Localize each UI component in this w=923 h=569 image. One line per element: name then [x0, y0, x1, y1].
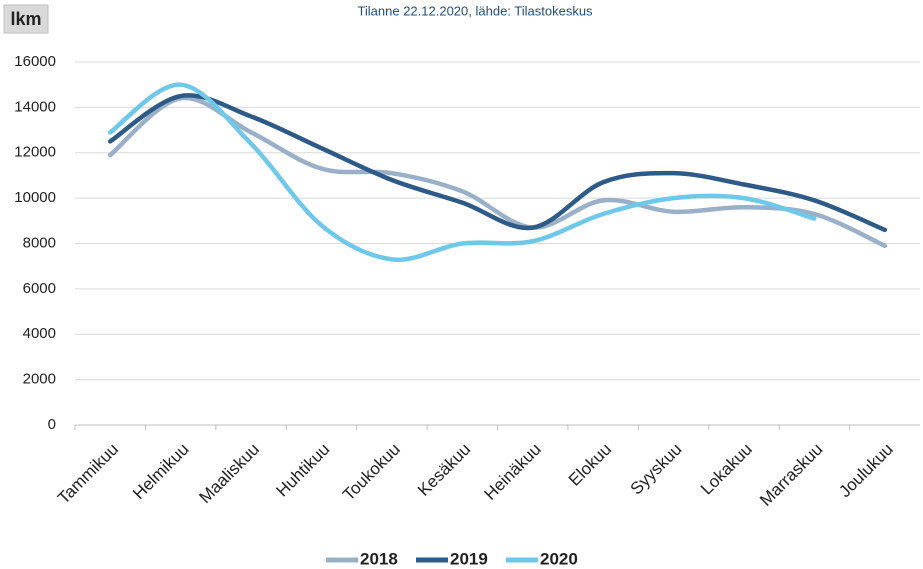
- x-tick-label: Heinäkuu: [480, 440, 544, 504]
- y-tick-label: 12000: [14, 144, 56, 161]
- series-line: [107, 95, 888, 249]
- x-tick-label: Kesäkuu: [414, 440, 474, 500]
- legend-label: 2018: [360, 549, 398, 568]
- chart-subtitle: Tilanne 22.12.2020, lähde: Tilastokeskus: [357, 3, 593, 18]
- x-tick-label: Elokuu: [565, 440, 615, 490]
- y-tick-label: 14000: [14, 98, 56, 115]
- y-tick-label: 8000: [23, 234, 56, 251]
- x-tick-label: Lokakuu: [697, 440, 756, 499]
- x-tick-label: Tammikuu: [54, 440, 122, 508]
- x-tick-label: Toukokuu: [339, 440, 404, 505]
- legend-label: 2019: [450, 549, 488, 568]
- x-tick-label: Syyskuu: [627, 440, 686, 499]
- y-tick-label: 6000: [23, 280, 56, 297]
- x-tick-label: Helmikuu: [129, 440, 193, 504]
- x-tick-label: Maaliskuu: [195, 440, 263, 508]
- y-label-box: [3, 4, 49, 34]
- x-tick-label: Joulukuu: [835, 440, 897, 502]
- x-tick-label: Huhtikuu: [273, 440, 334, 501]
- series-line: [107, 82, 817, 262]
- y-tick-label: 0: [48, 416, 56, 433]
- y-tick-label: 10000: [14, 189, 56, 206]
- legend-label: 2020: [540, 549, 578, 568]
- y-tick-label: 16000: [14, 53, 56, 70]
- series-line: [107, 93, 888, 233]
- y-tick-label: 4000: [23, 325, 56, 342]
- x-tick-label: Marraskuu: [756, 440, 826, 510]
- y-axis-label: lkm: [10, 9, 41, 29]
- y-tick-label: 2000: [23, 371, 56, 388]
